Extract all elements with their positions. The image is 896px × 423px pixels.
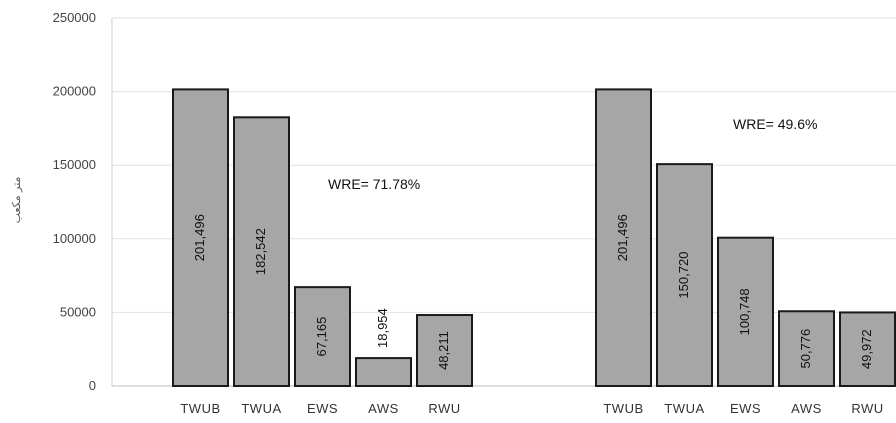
x-category-label: RWU [428, 401, 460, 416]
bar-value-label: 100,748 [737, 288, 752, 335]
x-category-label: TWUB [180, 401, 220, 416]
bar-twub [595, 88, 652, 387]
x-category-label: AWS [791, 401, 822, 416]
y-tick-label: 250000 [53, 10, 96, 25]
bar-rwu [416, 314, 473, 388]
bar-value-label: 201,496 [615, 214, 630, 261]
y-tick-label: 100000 [53, 231, 96, 246]
x-category-label: AWS [368, 401, 399, 416]
bar-rwu [839, 311, 896, 388]
bar-twub [172, 88, 229, 387]
bar-value-label: 48,211 [436, 331, 451, 370]
x-category-label: TWUA [241, 401, 281, 416]
y-axis-label: متر مکعب [10, 176, 23, 223]
x-category-label: TWUB [603, 401, 643, 416]
x-category-label: TWUA [664, 401, 704, 416]
bar-ews [294, 286, 351, 387]
bar-value-label: 182,542 [253, 228, 268, 275]
bar-value-label: 150,720 [676, 252, 691, 299]
bar-twua [656, 163, 713, 387]
bar-aws [355, 357, 412, 387]
bar-aws [778, 310, 835, 387]
bars: 201,496 TWUB 182,542 TWUA 67,165 EWS 18,954 AWS… [172, 88, 896, 416]
x-category-label: EWS [730, 401, 761, 416]
bar-group-1: 201,496 TWUB 182,542 TWUA 67,165 EWS 18,954 AWS… [172, 88, 473, 416]
gridlines [112, 17, 896, 313]
x-category-label: RWU [851, 401, 883, 416]
bar-value-label: 49,972 [859, 329, 874, 369]
bar-value-label: 67,165 [314, 317, 329, 357]
bar-ews [717, 236, 774, 387]
x-category-label: EWS [307, 401, 338, 416]
y-tick-label: 150000 [53, 157, 96, 172]
wre-annotation: WRE= 49.6% [733, 116, 817, 132]
y-tick-label: 50000 [60, 304, 96, 319]
y-tick-label: 0 [89, 378, 96, 393]
bar-group-2: 201,496 TWUB 150,720 TWUA 100,748 EWS 50,776 AW… [595, 88, 896, 416]
bar-twua [233, 116, 290, 387]
bar-value-label: 201,496 [192, 214, 207, 261]
y-tick-label: 200000 [53, 84, 96, 99]
wre-annotation: WRE= 71.78% [328, 176, 420, 192]
bar-value-label: 18,954 [375, 308, 390, 348]
bar-value-label: 50,776 [798, 329, 813, 369]
